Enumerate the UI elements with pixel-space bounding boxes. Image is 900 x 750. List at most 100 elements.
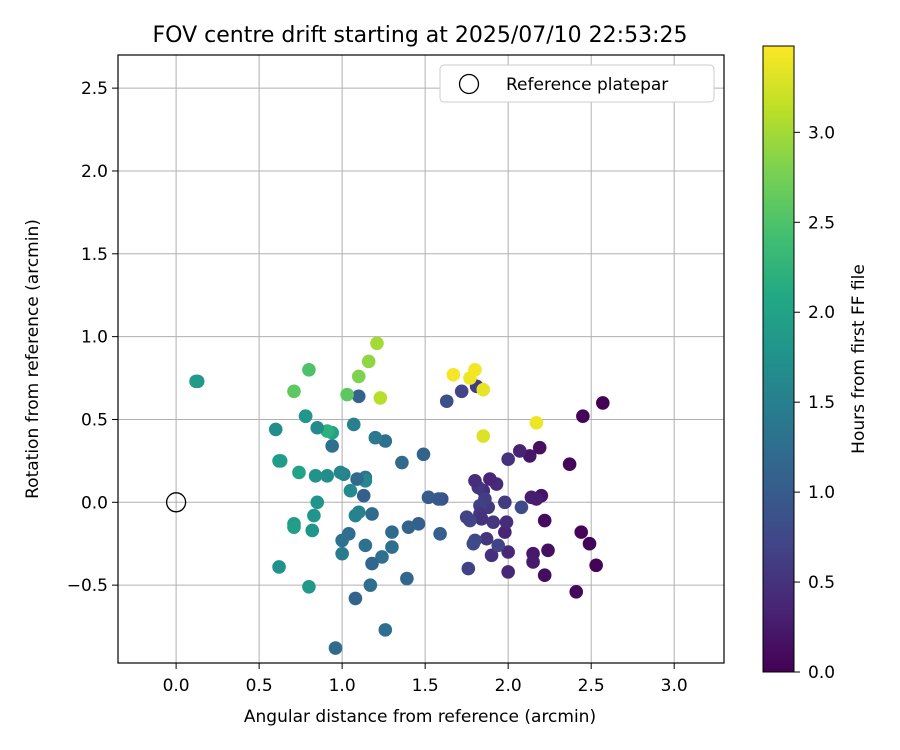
data-point	[476, 429, 491, 443]
colorbar-label: Hours from first FF file	[849, 264, 869, 454]
data-point	[348, 591, 363, 606]
x-axis-label: Angular distance from reference (arcmin)	[244, 707, 596, 727]
data-point	[541, 543, 555, 558]
data-point	[335, 533, 349, 548]
data-point	[308, 468, 323, 483]
data-point	[491, 538, 506, 553]
data-point	[562, 457, 577, 471]
y-tick-label: 2.5	[81, 79, 108, 99]
data-point	[479, 531, 494, 546]
data-point	[348, 508, 363, 523]
data-point	[358, 538, 373, 553]
data-point	[501, 565, 515, 579]
plot-background	[118, 55, 724, 663]
data-point	[370, 336, 384, 351]
data-point	[446, 367, 461, 382]
colorbar-tick-label: 1.0	[808, 483, 835, 503]
data-point	[378, 623, 393, 637]
data-point	[512, 444, 527, 458]
data-point	[343, 483, 358, 498]
data-point	[272, 560, 286, 574]
data-point	[325, 439, 339, 453]
data-point	[582, 536, 597, 551]
x-axis-ticks: 0.0 0.5 1.0 1.5 2.0 2.5 3.0	[163, 663, 688, 696]
legend-marker-icon	[458, 73, 480, 95]
data-point	[373, 391, 388, 405]
data-point	[385, 540, 399, 554]
data-point	[307, 508, 321, 523]
data-point	[468, 473, 482, 488]
data-point	[576, 409, 590, 423]
data-point	[574, 525, 589, 539]
data-point	[363, 578, 378, 592]
data-point	[356, 488, 371, 503]
y-tick-label: 0.5	[81, 410, 108, 430]
data-point	[350, 472, 364, 486]
data-point	[320, 468, 334, 483]
colorbar-tick-label: 1.5	[808, 393, 835, 413]
data-point	[433, 526, 447, 541]
y-axis-ticks: −0.5 0.0 0.5 1.0 1.5 2.0 2.5	[67, 79, 118, 596]
data-point	[596, 396, 610, 410]
y-tick-label: 2.0	[81, 162, 108, 182]
data-point	[537, 568, 552, 582]
colorbar-ticks: 0.0 0.5 1.0 1.5 2.0 2.5 3.0	[794, 123, 835, 683]
data-point	[421, 490, 436, 505]
y-axis-label: Rotation from reference (arcmin)	[23, 219, 43, 499]
y-tick-label: 1.0	[81, 328, 108, 348]
data-point	[501, 545, 515, 559]
data-point	[466, 536, 481, 551]
data-point	[365, 507, 379, 521]
legend-box	[439, 64, 715, 103]
data-point	[268, 422, 283, 437]
colorbar-tick-label: 3.0	[808, 123, 835, 143]
legend: Reference platepar	[439, 64, 715, 103]
data-point	[501, 452, 515, 467]
data-point	[569, 584, 584, 599]
data-point	[401, 520, 416, 534]
x-tick-label: 3.0	[661, 676, 688, 696]
data-point	[351, 369, 366, 384]
data-point	[302, 579, 316, 594]
y-tick-label: 1.5	[81, 245, 108, 265]
colorbar-tick-label: 0.5	[808, 573, 835, 593]
data-point	[532, 440, 547, 455]
data-point	[272, 454, 286, 468]
y-tick-label: −0.5	[67, 576, 108, 596]
data-points	[189, 336, 610, 655]
x-tick-label: 0.0	[163, 676, 190, 696]
colorbar-tick-label: 2.0	[808, 303, 835, 323]
data-point	[476, 382, 491, 397]
data-point	[287, 520, 301, 534]
data-point	[400, 571, 414, 586]
data-point	[486, 515, 501, 529]
data-point	[305, 523, 320, 538]
data-point	[368, 430, 383, 445]
data-point	[498, 495, 512, 510]
data-point	[461, 561, 476, 576]
data-point	[340, 387, 354, 402]
legend-label: Reference platepar	[506, 75, 668, 95]
reference-platepar-marker	[165, 492, 187, 513]
data-point	[529, 415, 544, 430]
data-point	[474, 512, 489, 526]
colorbar: 0.0 0.5 1.0 1.5 2.0 2.5 3.0 Hours from first F…	[762, 45, 869, 683]
data-point	[484, 548, 499, 563]
data-point	[395, 455, 409, 470]
data-point	[537, 513, 552, 528]
data-point	[529, 492, 544, 506]
plot-area	[117, 54, 725, 664]
data-point	[292, 465, 306, 480]
data-point	[361, 354, 376, 369]
data-point	[298, 409, 313, 423]
data-point	[346, 417, 361, 432]
data-point	[459, 510, 474, 525]
reference-marker-group	[165, 492, 187, 513]
data-point	[439, 394, 454, 409]
data-point	[589, 558, 603, 573]
x-tick-label: 2.5	[578, 676, 605, 696]
data-point	[526, 555, 540, 569]
data-point	[514, 500, 529, 515]
data-point	[416, 447, 431, 462]
